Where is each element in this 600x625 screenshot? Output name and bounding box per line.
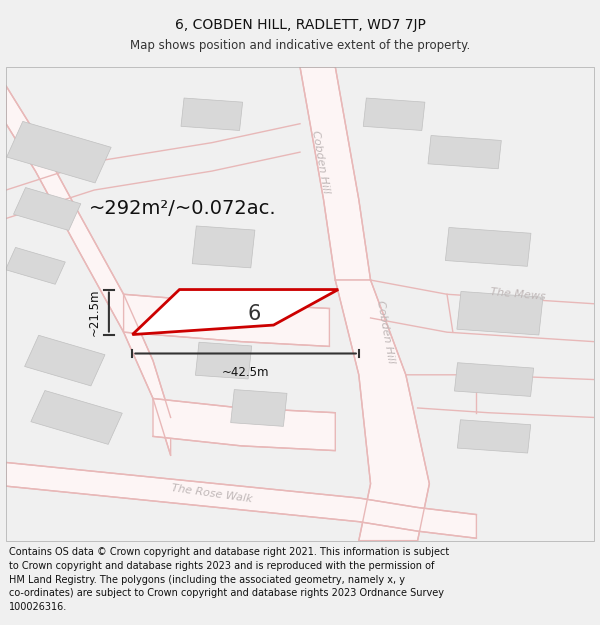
Polygon shape: [181, 98, 242, 131]
Text: ~292m²/~0.072ac.: ~292m²/~0.072ac.: [89, 199, 276, 219]
Polygon shape: [13, 188, 81, 231]
Text: 6, COBDEN HILL, RADLETT, WD7 7JP: 6, COBDEN HILL, RADLETT, WD7 7JP: [175, 18, 425, 32]
Polygon shape: [428, 136, 502, 169]
Polygon shape: [31, 391, 122, 444]
Polygon shape: [457, 420, 531, 453]
Polygon shape: [457, 291, 543, 335]
Text: ~42.5m: ~42.5m: [222, 366, 269, 379]
Polygon shape: [230, 389, 287, 426]
Text: ~21.5m: ~21.5m: [88, 288, 101, 336]
Text: 6: 6: [248, 304, 261, 324]
Polygon shape: [5, 248, 65, 284]
Text: Cobden Hill: Cobden Hill: [310, 129, 331, 194]
Polygon shape: [7, 121, 111, 183]
Text: Map shows position and indicative extent of the property.: Map shows position and indicative extent…: [130, 39, 470, 51]
Polygon shape: [335, 280, 430, 541]
Text: Cobden Hill: Cobden Hill: [375, 300, 396, 364]
Polygon shape: [454, 362, 533, 396]
Polygon shape: [153, 399, 335, 451]
Text: Contains OS data © Crown copyright and database right 2021. This information is : Contains OS data © Crown copyright and d…: [9, 548, 449, 612]
Text: The Rose Walk: The Rose Walk: [170, 482, 253, 504]
Polygon shape: [25, 335, 105, 386]
Polygon shape: [6, 86, 170, 456]
Text: The Mews: The Mews: [490, 287, 545, 302]
Polygon shape: [192, 226, 255, 268]
Polygon shape: [196, 342, 252, 379]
Polygon shape: [6, 462, 476, 538]
Polygon shape: [445, 228, 531, 266]
Polygon shape: [363, 98, 425, 131]
Polygon shape: [300, 67, 371, 280]
Polygon shape: [133, 289, 338, 334]
Polygon shape: [124, 294, 329, 346]
